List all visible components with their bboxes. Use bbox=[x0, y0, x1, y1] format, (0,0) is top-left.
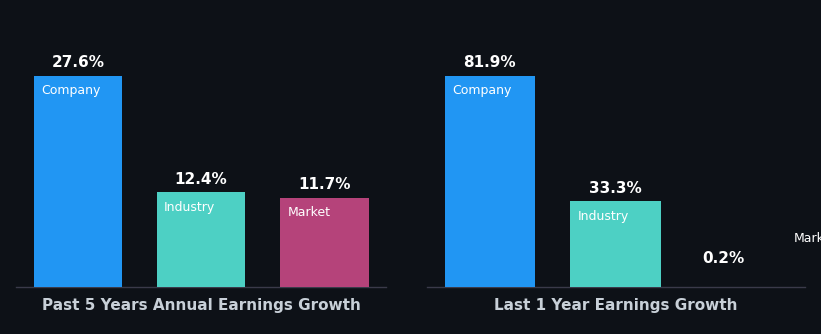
Text: 27.6%: 27.6% bbox=[52, 55, 104, 70]
Bar bbox=[34, 76, 122, 287]
Bar bbox=[157, 192, 245, 287]
Text: Company: Company bbox=[41, 84, 100, 97]
Text: 33.3%: 33.3% bbox=[589, 181, 642, 196]
Text: 12.4%: 12.4% bbox=[175, 172, 227, 187]
Text: Market: Market bbox=[287, 206, 330, 219]
Bar bbox=[280, 198, 369, 287]
Bar bbox=[571, 201, 661, 287]
Text: 0.2%: 0.2% bbox=[703, 251, 745, 266]
Text: 81.9%: 81.9% bbox=[464, 55, 516, 70]
Text: Company: Company bbox=[452, 84, 511, 97]
X-axis label: Last 1 Year Earnings Growth: Last 1 Year Earnings Growth bbox=[494, 298, 737, 313]
Text: Market: Market bbox=[793, 232, 821, 245]
Bar bbox=[444, 76, 535, 287]
X-axis label: Past 5 Years Annual Earnings Growth: Past 5 Years Annual Earnings Growth bbox=[42, 298, 360, 313]
Text: 11.7%: 11.7% bbox=[298, 177, 351, 192]
Text: Industry: Industry bbox=[578, 210, 629, 223]
Text: Industry: Industry bbox=[164, 201, 215, 214]
